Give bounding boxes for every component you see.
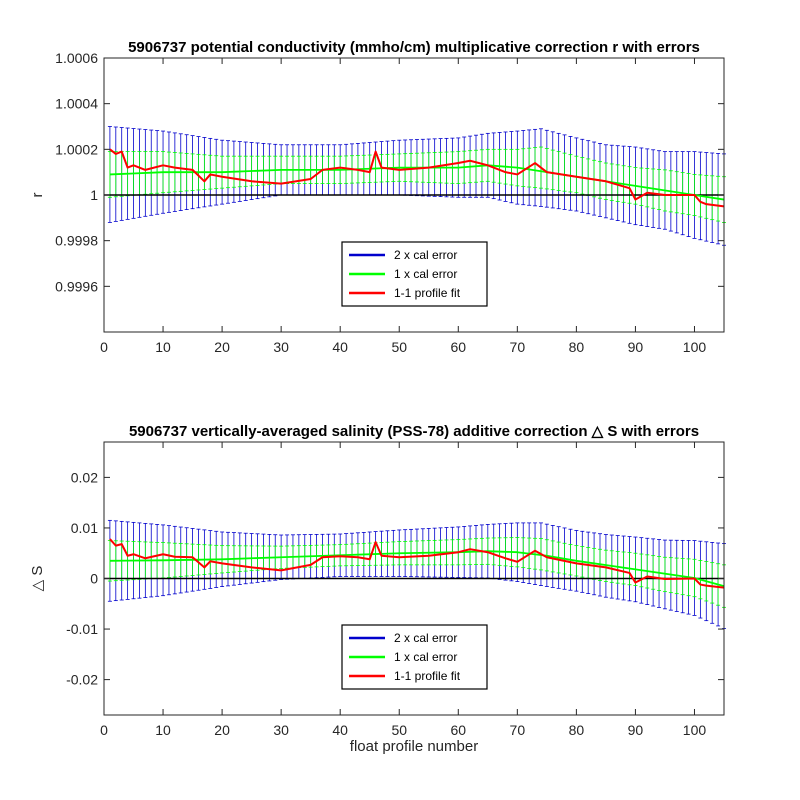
- top-x-tick-label: 0: [100, 339, 108, 355]
- top-x-tick-label: 90: [628, 339, 644, 355]
- bottom-x-tick-label: 70: [510, 722, 526, 738]
- bottom-x-tick-label: 90: [628, 722, 644, 738]
- bottom-x-tick-label: 100: [683, 722, 707, 738]
- bottom-y-tick-label: 0.01: [71, 520, 98, 536]
- top-x-tick-label: 10: [155, 339, 171, 355]
- top-x-tick-label: 40: [332, 339, 348, 355]
- top-legend-label: 2 x cal error: [394, 248, 457, 262]
- top-y-tick-label: 1: [90, 187, 98, 203]
- bottom-x-axis-label: float profile number: [350, 738, 478, 755]
- top-x-tick-label: 30: [273, 339, 289, 355]
- top-legend-label: 1-1 profile fit: [394, 286, 461, 300]
- bottom-x-tick-label: 10: [155, 722, 171, 738]
- bottom-y-tick-label: 0.02: [71, 469, 98, 485]
- bottom-x-tick-label: 20: [214, 722, 230, 738]
- bottom-legend-box: [341, 624, 488, 690]
- top-series-1-x-cal-error: [109, 164, 725, 201]
- top-legend-label: 1 x cal error: [394, 267, 457, 281]
- top-y-tick-label: 1.0002: [55, 141, 98, 157]
- bottom-x-tick-label: 30: [273, 722, 289, 738]
- bottom-y-tick-label: 0: [90, 571, 98, 587]
- top-x-tick-label: 70: [510, 339, 526, 355]
- bottom-legend-label: 2 x cal error: [394, 631, 457, 645]
- bottom-x-tick-label: 0: [100, 722, 108, 738]
- bottom-series-1-1-profile-fit: [109, 538, 725, 589]
- bottom-x-tick-label: 60: [450, 722, 466, 738]
- top-y-axis-label: r: [29, 193, 46, 198]
- top-x-tick-label: 60: [450, 339, 466, 355]
- bottom-series-1-x-cal-error: [109, 550, 725, 587]
- bottom-chart-title: 5906737 vertically-averaged salinity (PS…: [129, 423, 699, 440]
- bottom-y-tick-label: -0.01: [66, 621, 98, 637]
- bottom-y-axis-label: △ S: [29, 566, 46, 592]
- top-y-tick-label: 0.9996: [55, 278, 98, 294]
- top-chart-panel: 0 10 20 30 40 50 60 70 80 90 100 0.9996 0.9998 1 1.000…: [29, 39, 726, 355]
- top-x-tick-label: 50: [391, 339, 407, 355]
- bottom-y-tick-label: -0.02: [66, 672, 98, 688]
- top-y-tick-label: 1.0004: [55, 96, 98, 112]
- top-x-tick-label: 80: [569, 339, 585, 355]
- bottom-legend: 2 x cal error 1 x cal error 1-1 profile fi…: [341, 624, 488, 690]
- bottom-chart-panel: 0 10 20 30 40 50 60 70 80 90 100 -0.02 -0.01 0 0.01 0.0…: [29, 423, 726, 755]
- top-x-tick-label: 20: [214, 339, 230, 355]
- top-chart-title: 5906737 potential conductivity (mmho/cm)…: [128, 39, 700, 56]
- bottom-x-tick-label: 80: [569, 722, 585, 738]
- bottom-x-tick-label: 40: [332, 722, 348, 738]
- bottom-legend-label: 1 x cal error: [394, 650, 457, 664]
- top-series-1-1-profile-fit: [109, 148, 725, 208]
- bottom-legend-label: 1-1 profile fit: [394, 669, 461, 683]
- bottom-x-tick-label: 50: [391, 722, 407, 738]
- top-y-tick-label: 0.9998: [55, 233, 98, 249]
- top-legend: 2 x cal error 1 x cal error 1-1 profile fi…: [341, 241, 488, 307]
- top-x-tick-label: 100: [683, 339, 707, 355]
- top-y-tick-label: 1.0006: [55, 50, 98, 66]
